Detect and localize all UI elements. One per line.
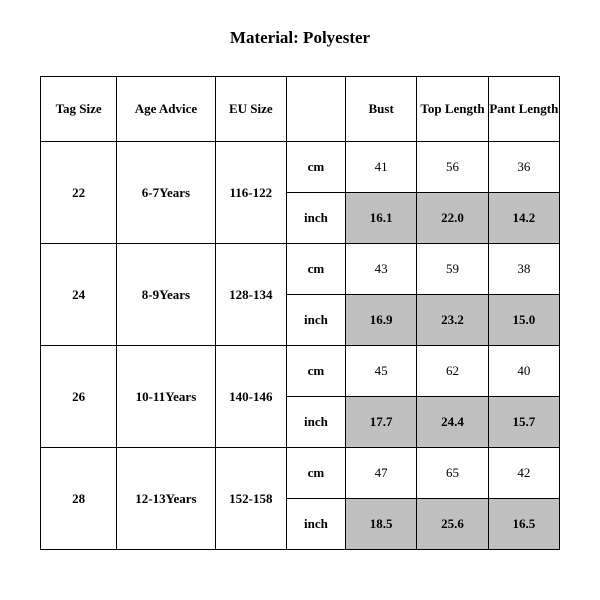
cell-top_length-inch: 24.4 [417, 397, 488, 448]
cell-bust-inch: 16.1 [345, 193, 416, 244]
cell-tag-size: 26 [41, 346, 117, 448]
cell-tag-size: 28 [41, 448, 117, 550]
page-title: Material: Polyester [40, 28, 560, 48]
cell-tag-size: 22 [41, 142, 117, 244]
col-tag-size: Tag Size [41, 77, 117, 142]
table-header-row: Tag Size Age Advice EU Size Bust Top Len… [41, 77, 560, 142]
cell-bust-cm: 43 [345, 244, 416, 295]
cell-pant_length-inch: 15.0 [488, 295, 559, 346]
table-row: 2812-13Years152-158cm476542 [41, 448, 560, 499]
cell-pant_length-inch: 16.5 [488, 499, 559, 550]
col-unit [286, 77, 345, 142]
cell-top_length-inch: 22.0 [417, 193, 488, 244]
cell-unit-inch: inch [286, 295, 345, 346]
cell-unit-inch: inch [286, 397, 345, 448]
col-eu-size: EU Size [215, 77, 286, 142]
cell-top_length-cm: 62 [417, 346, 488, 397]
cell-bust-cm: 41 [345, 142, 416, 193]
cell-unit-cm: cm [286, 142, 345, 193]
cell-top_length-cm: 65 [417, 448, 488, 499]
cell-unit-inch: inch [286, 499, 345, 550]
size-table: Tag Size Age Advice EU Size Bust Top Len… [40, 76, 560, 550]
cell-pant_length-cm: 38 [488, 244, 559, 295]
cell-top_length-cm: 56 [417, 142, 488, 193]
cell-age-advice: 6-7Years [117, 142, 215, 244]
cell-pant_length-cm: 42 [488, 448, 559, 499]
cell-pant_length-cm: 40 [488, 346, 559, 397]
cell-unit-inch: inch [286, 193, 345, 244]
cell-eu-size: 128-134 [215, 244, 286, 346]
cell-eu-size: 116-122 [215, 142, 286, 244]
col-pant-length: Pant Length [488, 77, 559, 142]
cell-unit-cm: cm [286, 244, 345, 295]
table-row: 248-9Years128-134cm435938 [41, 244, 560, 295]
cell-tag-size: 24 [41, 244, 117, 346]
cell-bust-inch: 18.5 [345, 499, 416, 550]
cell-age-advice: 10-11Years [117, 346, 215, 448]
cell-pant_length-inch: 14.2 [488, 193, 559, 244]
cell-eu-size: 140-146 [215, 346, 286, 448]
cell-pant_length-inch: 15.7 [488, 397, 559, 448]
cell-unit-cm: cm [286, 346, 345, 397]
cell-bust-inch: 17.7 [345, 397, 416, 448]
cell-unit-cm: cm [286, 448, 345, 499]
col-age-advice: Age Advice [117, 77, 215, 142]
table-row: 226-7Years116-122cm415636 [41, 142, 560, 193]
col-top-length: Top Length [417, 77, 488, 142]
cell-top_length-inch: 25.6 [417, 499, 488, 550]
cell-top_length-cm: 59 [417, 244, 488, 295]
cell-bust-cm: 45 [345, 346, 416, 397]
table-row: 2610-11Years140-146cm456240 [41, 346, 560, 397]
col-bust: Bust [345, 77, 416, 142]
cell-top_length-inch: 23.2 [417, 295, 488, 346]
cell-eu-size: 152-158 [215, 448, 286, 550]
cell-bust-inch: 16.9 [345, 295, 416, 346]
cell-age-advice: 12-13Years [117, 448, 215, 550]
cell-age-advice: 8-9Years [117, 244, 215, 346]
cell-bust-cm: 47 [345, 448, 416, 499]
cell-pant_length-cm: 36 [488, 142, 559, 193]
